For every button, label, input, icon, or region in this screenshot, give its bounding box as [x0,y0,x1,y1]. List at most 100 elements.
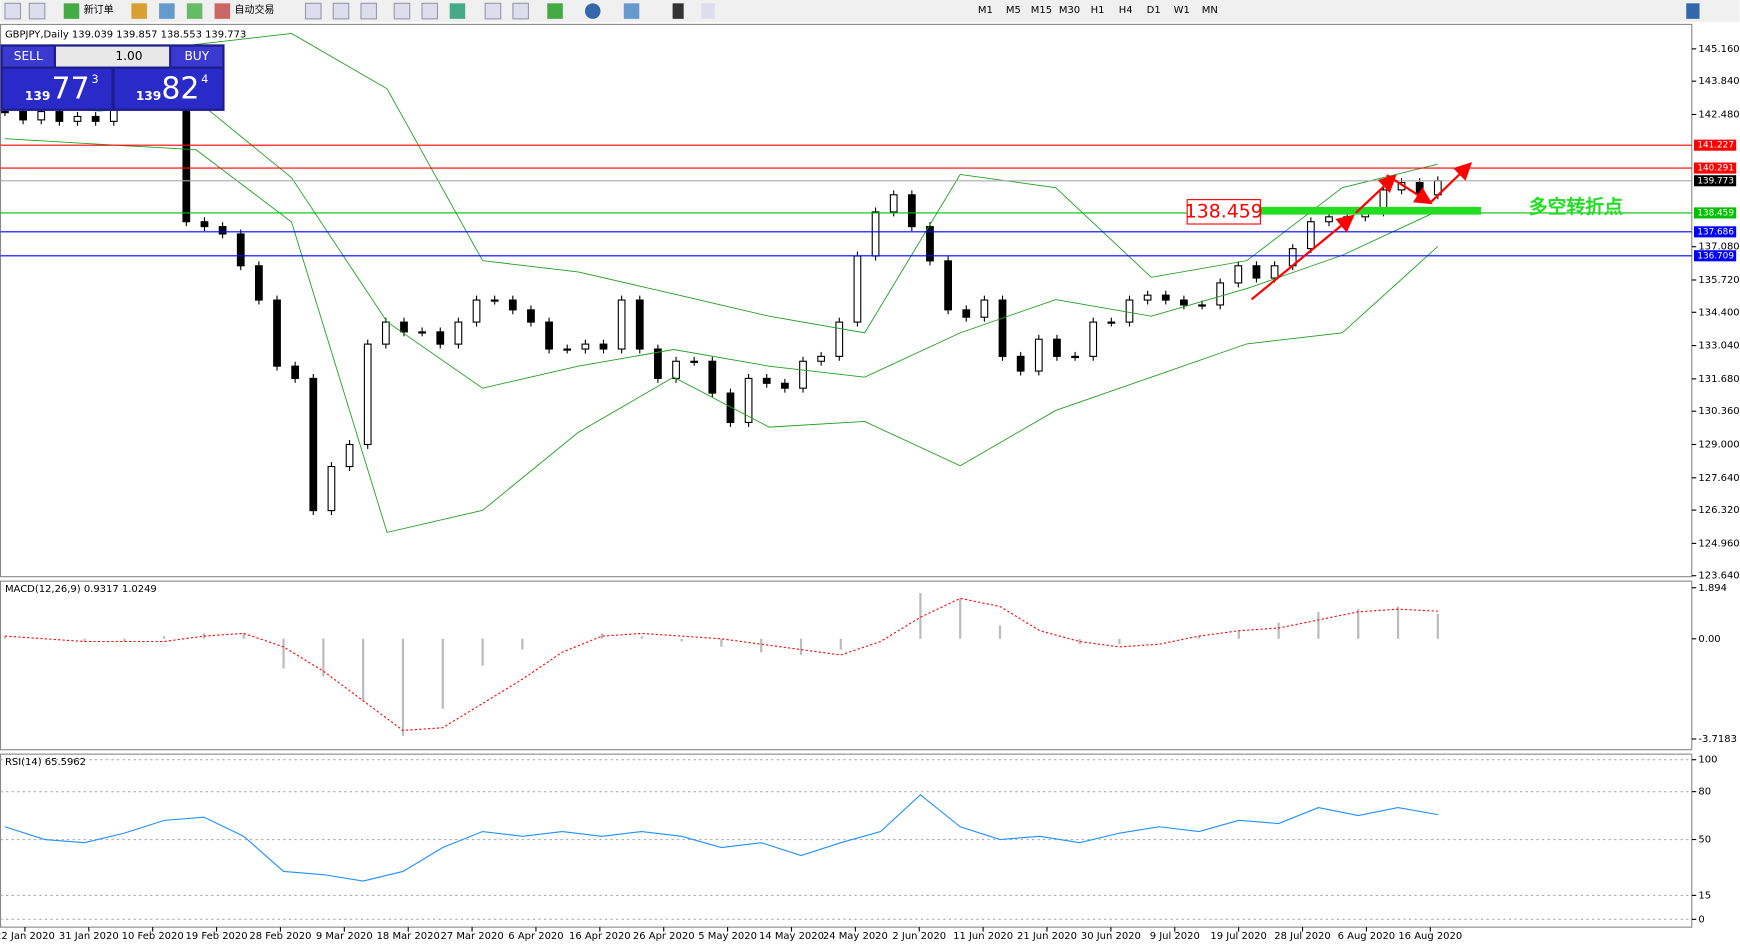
trade-panel[interactable]: SELL BUY 1.00 139 77 3 139 82 4 [0,44,225,111]
candle [490,299,499,302]
price-level-tag [1694,139,1737,151]
candle [91,115,100,122]
candle [218,226,227,235]
price-level-label: 141.227 [1697,141,1734,151]
candle [1270,265,1279,279]
x-tick-label: 21 Jun 2020 [1017,931,1077,942]
buy-button[interactable] [171,46,223,67]
y-tick-label: 126.320 [1698,505,1739,516]
candle [1143,294,1152,301]
candle [1107,321,1116,324]
toolbar-label[interactable]: 新订单 [84,3,114,16]
y-tick-label: 0 [1698,914,1704,925]
buy-label[interactable]: BUY [184,49,209,63]
y-tick-label: 0.00 [1698,634,1720,645]
toolbar-icons[interactable] [4,2,1700,20]
buy-small: 4 [201,73,208,86]
candle [37,110,46,121]
candle [799,360,807,389]
toolbar-label[interactable]: 自动交易 [235,3,275,16]
candle [762,377,771,384]
candle [871,211,880,257]
candle [182,104,191,223]
price-level-label: 139.773 [1697,176,1734,186]
y-tick-label: 100 [1698,755,1717,766]
x-tick-label: 26 Apr 2020 [633,931,695,942]
y-tick-label: 15 [1698,890,1711,901]
candle [726,392,735,424]
y-tick-label: 143.840 [1698,76,1739,87]
candle [381,321,390,345]
x-tick-label: 14 May 2020 [759,931,824,942]
candle [345,443,354,468]
price-level-tag [1694,226,1737,238]
candle [944,260,952,311]
bollinger-band [4,32,1438,334]
lot-value[interactable]: 1.00 [115,49,142,63]
timeframe-button[interactable]: H4 [1119,5,1133,16]
candle [708,360,717,394]
timeframe-button[interactable]: W1 [1174,5,1190,16]
rsi-panel [0,753,1693,928]
candle [545,321,553,350]
candle [363,343,372,446]
x-tick-label: 6 Aug 2020 [1338,931,1396,942]
sell-price-box[interactable] [2,68,112,109]
lot-box[interactable] [55,46,170,67]
candle [635,299,644,350]
candle [454,321,463,345]
y-tick-label: 135.720 [1698,275,1739,286]
x-tick-label: 11 Jun 2020 [953,931,1013,942]
x-tick-label: 24 May 2020 [823,931,888,942]
timeframe-button[interactable]: M5 [1006,5,1021,16]
candle [1234,265,1243,284]
candle [1034,338,1043,372]
buy-price-box[interactable] [114,68,223,109]
y-tick-label: 137.080 [1698,242,1739,253]
annotation-box [1186,199,1261,225]
timeframe-button[interactable]: D1 [1147,5,1161,16]
candle [599,343,608,350]
rsi-label: RSI(14) 65.5962 [5,757,86,768]
candle [273,299,281,367]
candle [1180,299,1188,306]
macd-panel [0,580,1693,751]
candle [55,110,64,122]
x-tick-label: 5 May 2020 [698,931,757,942]
price-panel [0,23,1693,578]
candle [200,221,209,228]
x-tick-label: 28 Feb 2020 [249,931,311,942]
macd-label: MACD(12,26,9) 0.9317 1.0249 [5,584,157,595]
timeframe-button[interactable]: M1 [978,5,993,16]
x-tick-label: 2 Jun 2020 [892,931,946,942]
candle [835,321,844,357]
candle [508,299,517,311]
sell-big: 139 [25,89,50,103]
candle [817,355,826,362]
timeframe-button[interactable]: H1 [1091,5,1105,16]
sell-label[interactable]: SELL [14,49,43,63]
sell-button[interactable] [2,46,54,67]
y-tick-label: 134.400 [1698,307,1739,318]
chart-header: GBPJPY,Daily 139.039 139.857 138.553 139… [5,29,246,40]
annotations [1250,162,1473,301]
candle [327,465,336,512]
candle [1125,299,1134,323]
price-level-label: 136.709 [1697,251,1734,261]
timeframe-button[interactable]: M15 [1031,5,1052,16]
x-tick-label: 30 Jun 2020 [1081,931,1141,942]
x-tick-label: 27 Mar 2020 [440,931,503,942]
timeframe-button[interactable]: M30 [1059,5,1080,16]
candle [853,255,862,323]
timeframe-button[interactable]: MN [1202,5,1218,16]
candle [1198,304,1206,307]
y-tick-label: 131.680 [1698,374,1739,385]
candle [780,382,789,389]
annotation-price: 138.459 [1185,201,1263,222]
x-tick-label: 16 Aug 2020 [1398,931,1462,942]
y-tick-label: -3.7183 [1698,734,1736,745]
candle [472,299,481,323]
price-level-label: 140.291 [1697,164,1734,174]
annotation-text: 多空转折点 [1529,195,1623,218]
sell-main: 77 [52,71,90,106]
